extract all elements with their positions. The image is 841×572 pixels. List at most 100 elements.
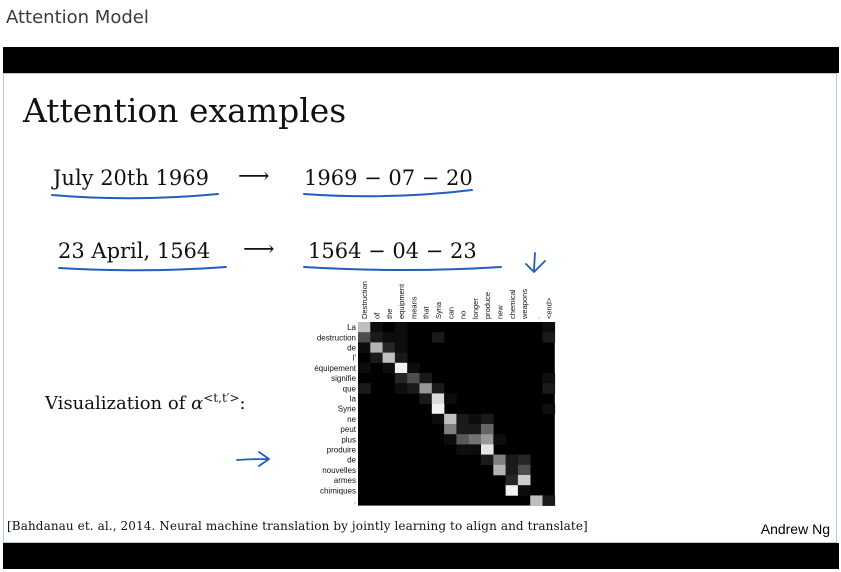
heatmap-cell — [517, 475, 531, 486]
heatmap-column-label: equipment — [397, 283, 406, 319]
heatmap-cell — [358, 322, 371, 333]
heatmap-row-label: que — [343, 384, 357, 393]
heatmap-cell — [370, 352, 383, 364]
example-1-input: July 20th 1969 — [53, 166, 210, 190]
visualization-text: Visualization of — [45, 393, 192, 414]
heatmap-cell — [456, 413, 469, 425]
heatmap-cell — [394, 332, 408, 343]
heatmap-cell — [505, 464, 519, 476]
alpha-symbol: α — [191, 393, 204, 414]
heatmap-cell — [431, 403, 445, 415]
heatmap-cell — [481, 444, 494, 455]
heatmap-cell — [517, 464, 531, 476]
heatmap-cell — [505, 485, 519, 496]
right-arrow-mark — [236, 451, 270, 467]
heatmap-row-label: La — [347, 323, 356, 332]
heatmap-row-label: la — [350, 395, 357, 404]
author-name: Andrew Ng — [760, 521, 830, 537]
heatmap-row-label: l' — [353, 354, 357, 363]
heatmap-row-label: produire — [327, 446, 357, 455]
heatmap-cell — [370, 342, 383, 353]
video-top-bar — [3, 47, 839, 73]
heatmap-row-label: ne — [347, 415, 356, 424]
heatmap-cell — [370, 322, 383, 333]
heatmap-cell — [431, 413, 445, 425]
alpha-superscript: <t,t′> — [203, 391, 240, 405]
heatmap-cell — [456, 444, 469, 455]
heatmap-cell — [407, 373, 420, 384]
slide-title: Attention examples — [23, 91, 347, 130]
heatmap-cell — [505, 454, 519, 466]
heatmap-cell — [444, 434, 457, 445]
example-1-output: 1969 − 07 − 20 — [304, 166, 473, 190]
heatmap-cell — [358, 342, 371, 353]
heatmap-row-label: armes — [334, 476, 356, 485]
underline-example-2-input — [58, 266, 227, 272]
heatmap-cell — [394, 373, 408, 384]
heatmap-cell — [431, 383, 445, 394]
heatmap-cell — [468, 444, 482, 455]
heatmap-cell — [419, 373, 433, 384]
heatmap-cell — [542, 373, 556, 384]
heatmap-cell — [431, 332, 445, 343]
heatmap-cell — [456, 434, 469, 445]
heatmap-cell — [468, 424, 482, 435]
heatmap-row-label: équipement — [314, 364, 357, 373]
heatmap-cell — [481, 454, 494, 466]
heatmap-cell — [382, 362, 396, 374]
heatmap-cell — [431, 393, 445, 404]
heatmap-cell — [358, 362, 371, 374]
heatmap-column-label: weapons — [520, 289, 529, 320]
page-title: Attention Model — [6, 7, 149, 28]
heatmap-cell — [358, 383, 371, 394]
handwritten-annotations — [51, 189, 546, 467]
visualization-label: Visualization of α<t,t′>: — [45, 391, 246, 414]
heatmap-cell — [407, 362, 420, 374]
heatmap-cell — [481, 413, 494, 425]
heatmap-column-label: . — [532, 317, 541, 319]
heatmap-column-label: that — [422, 306, 431, 319]
heatmap-column-label: longer — [471, 298, 480, 319]
heatmap-cell — [481, 424, 494, 435]
heatmap-row-label: chimiques — [320, 486, 356, 495]
colon: : — [239, 393, 246, 414]
heatmap-cell — [505, 475, 519, 486]
example-2-arrow: ⟶ — [243, 237, 275, 262]
heatmap-cell — [542, 383, 556, 394]
heatmap-row-label: peut — [340, 425, 356, 434]
heatmap-cell — [542, 322, 556, 333]
heatmap-row-label: plus — [341, 435, 356, 444]
heatmap-cell — [493, 454, 506, 466]
heatmap-cell — [382, 342, 396, 353]
heatmap-row-label: de — [347, 456, 356, 465]
heatmap-column-label: of — [372, 312, 381, 319]
heatmap-column-label: <end> — [545, 297, 554, 319]
heatmap-cell — [394, 322, 408, 333]
example-2-input: 23 April, 1564 — [58, 239, 211, 263]
heatmap-column-label: chemical — [508, 289, 517, 319]
heatmap-row-label: signifie — [331, 374, 356, 383]
heatmap-cell — [444, 393, 457, 404]
heatmap-cell — [358, 332, 371, 343]
heatmap-cell — [456, 424, 469, 435]
heatmap-cell — [394, 342, 408, 353]
heatmap-column-label: no — [459, 311, 468, 319]
slide: Attention examples July 20th 1969 ⟶ 1969… — [3, 73, 837, 543]
heatmap-cell — [481, 434, 494, 445]
heatmap-row-label: de — [347, 344, 356, 353]
heatmap-row-label: destruction — [317, 333, 356, 342]
heatmap-cell — [530, 495, 543, 506]
example-2-output: 1564 − 04 − 23 — [308, 239, 477, 263]
heatmap-column-label: means — [409, 296, 418, 319]
heatmap-cell — [468, 434, 482, 445]
heatmap-cell — [444, 424, 457, 435]
underline-example-1-output — [303, 189, 473, 198]
heatmap-row-label: Syrie — [338, 405, 357, 414]
attention-heatmap: Destruction of the equipment means that Syria c… — [314, 281, 556, 506]
down-arrow-mark — [525, 252, 546, 273]
citation: [Bahdanau et. al., 2014. Neural machine … — [7, 519, 588, 533]
heatmap-cell — [419, 393, 433, 404]
heatmap-cell — [517, 485, 531, 496]
heatmap-cell — [517, 454, 531, 466]
heatmap-cell — [370, 332, 383, 343]
